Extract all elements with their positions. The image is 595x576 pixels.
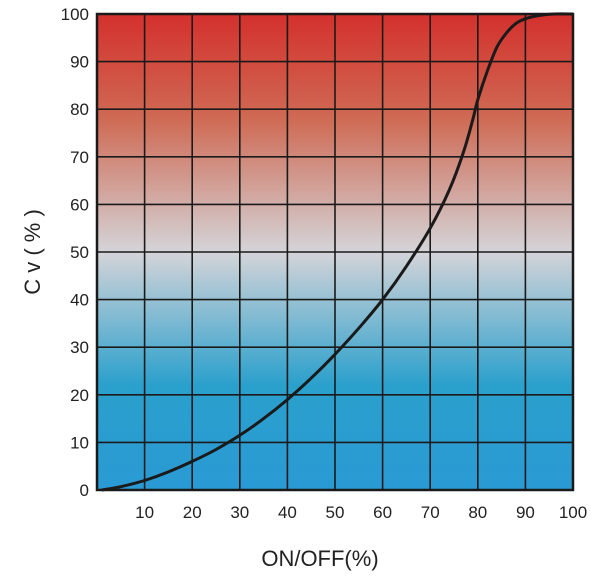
y-tick-labels: 0 10 20 30 40 50 60 70 80 90 100 <box>61 5 89 500</box>
x-tick-label: 50 <box>326 503 345 522</box>
y-tick-label: 60 <box>70 195 89 214</box>
cv-curve-line <box>101 12 574 492</box>
plot-frame <box>95 12 575 492</box>
y-tick-label: 0 <box>80 481 89 500</box>
y-tick-label: 80 <box>70 100 89 119</box>
x-tick-label: 90 <box>516 503 535 522</box>
x-axis-title: ON/OFF(%) <box>261 546 378 571</box>
y-tick-label: 40 <box>70 291 89 310</box>
y-tick-label: 100 <box>61 5 89 24</box>
x-tick-label: 40 <box>278 503 297 522</box>
y-tick-label: 70 <box>70 148 89 167</box>
y-tick-label: 20 <box>70 386 89 405</box>
x-tick-label: 100 <box>559 503 587 522</box>
y-tick-label: 90 <box>70 53 89 72</box>
x-tick-label: 30 <box>230 503 249 522</box>
y-tick-label: 10 <box>70 433 89 452</box>
x-tick-label: 70 <box>421 503 440 522</box>
y-axis-title: C v ( % ) <box>20 209 45 295</box>
x-tick-label: 10 <box>135 503 154 522</box>
y-tick-label: 30 <box>70 338 89 357</box>
x-tick-label: 80 <box>468 503 487 522</box>
x-tick-labels: 10 20 30 40 50 60 70 80 90 100 <box>135 503 587 522</box>
x-tick-label: 20 <box>183 503 202 522</box>
y-tick-label: 50 <box>70 243 89 262</box>
grid-lines <box>97 14 573 490</box>
x-tick-label: 60 <box>373 503 392 522</box>
